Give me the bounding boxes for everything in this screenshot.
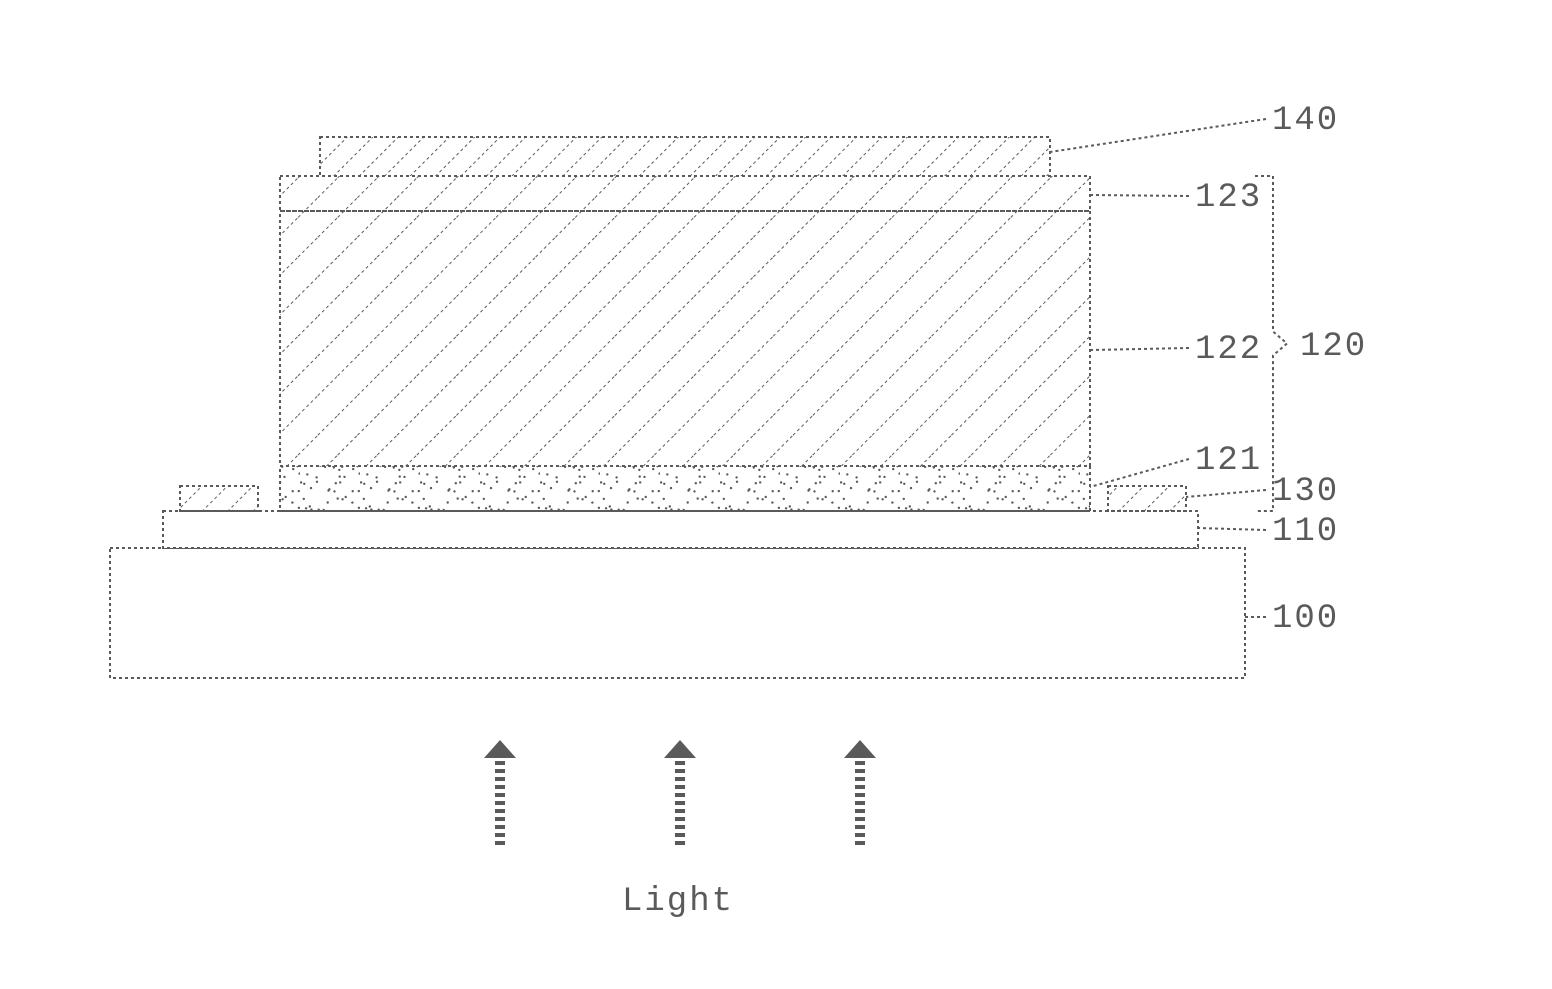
layer-121 xyxy=(280,466,1090,511)
light-label: Light xyxy=(622,883,734,921)
label-123: 123 xyxy=(1195,179,1262,217)
layer-110 xyxy=(163,511,1198,548)
label-121: 121 xyxy=(1195,442,1262,480)
label-122: 122 xyxy=(1195,331,1262,369)
layer-122 xyxy=(280,211,1090,466)
label-110: 110 xyxy=(1272,513,1339,551)
label-120: 120 xyxy=(1300,328,1367,366)
label-100: 100 xyxy=(1272,600,1339,638)
label-130: 130 xyxy=(1272,473,1339,511)
label-140: 140 xyxy=(1272,102,1339,140)
layer-100 xyxy=(110,548,1245,678)
layer-130 xyxy=(180,486,258,511)
layer-130 xyxy=(1108,486,1186,511)
layer-123 xyxy=(280,176,1090,211)
layer-140 xyxy=(320,137,1050,176)
